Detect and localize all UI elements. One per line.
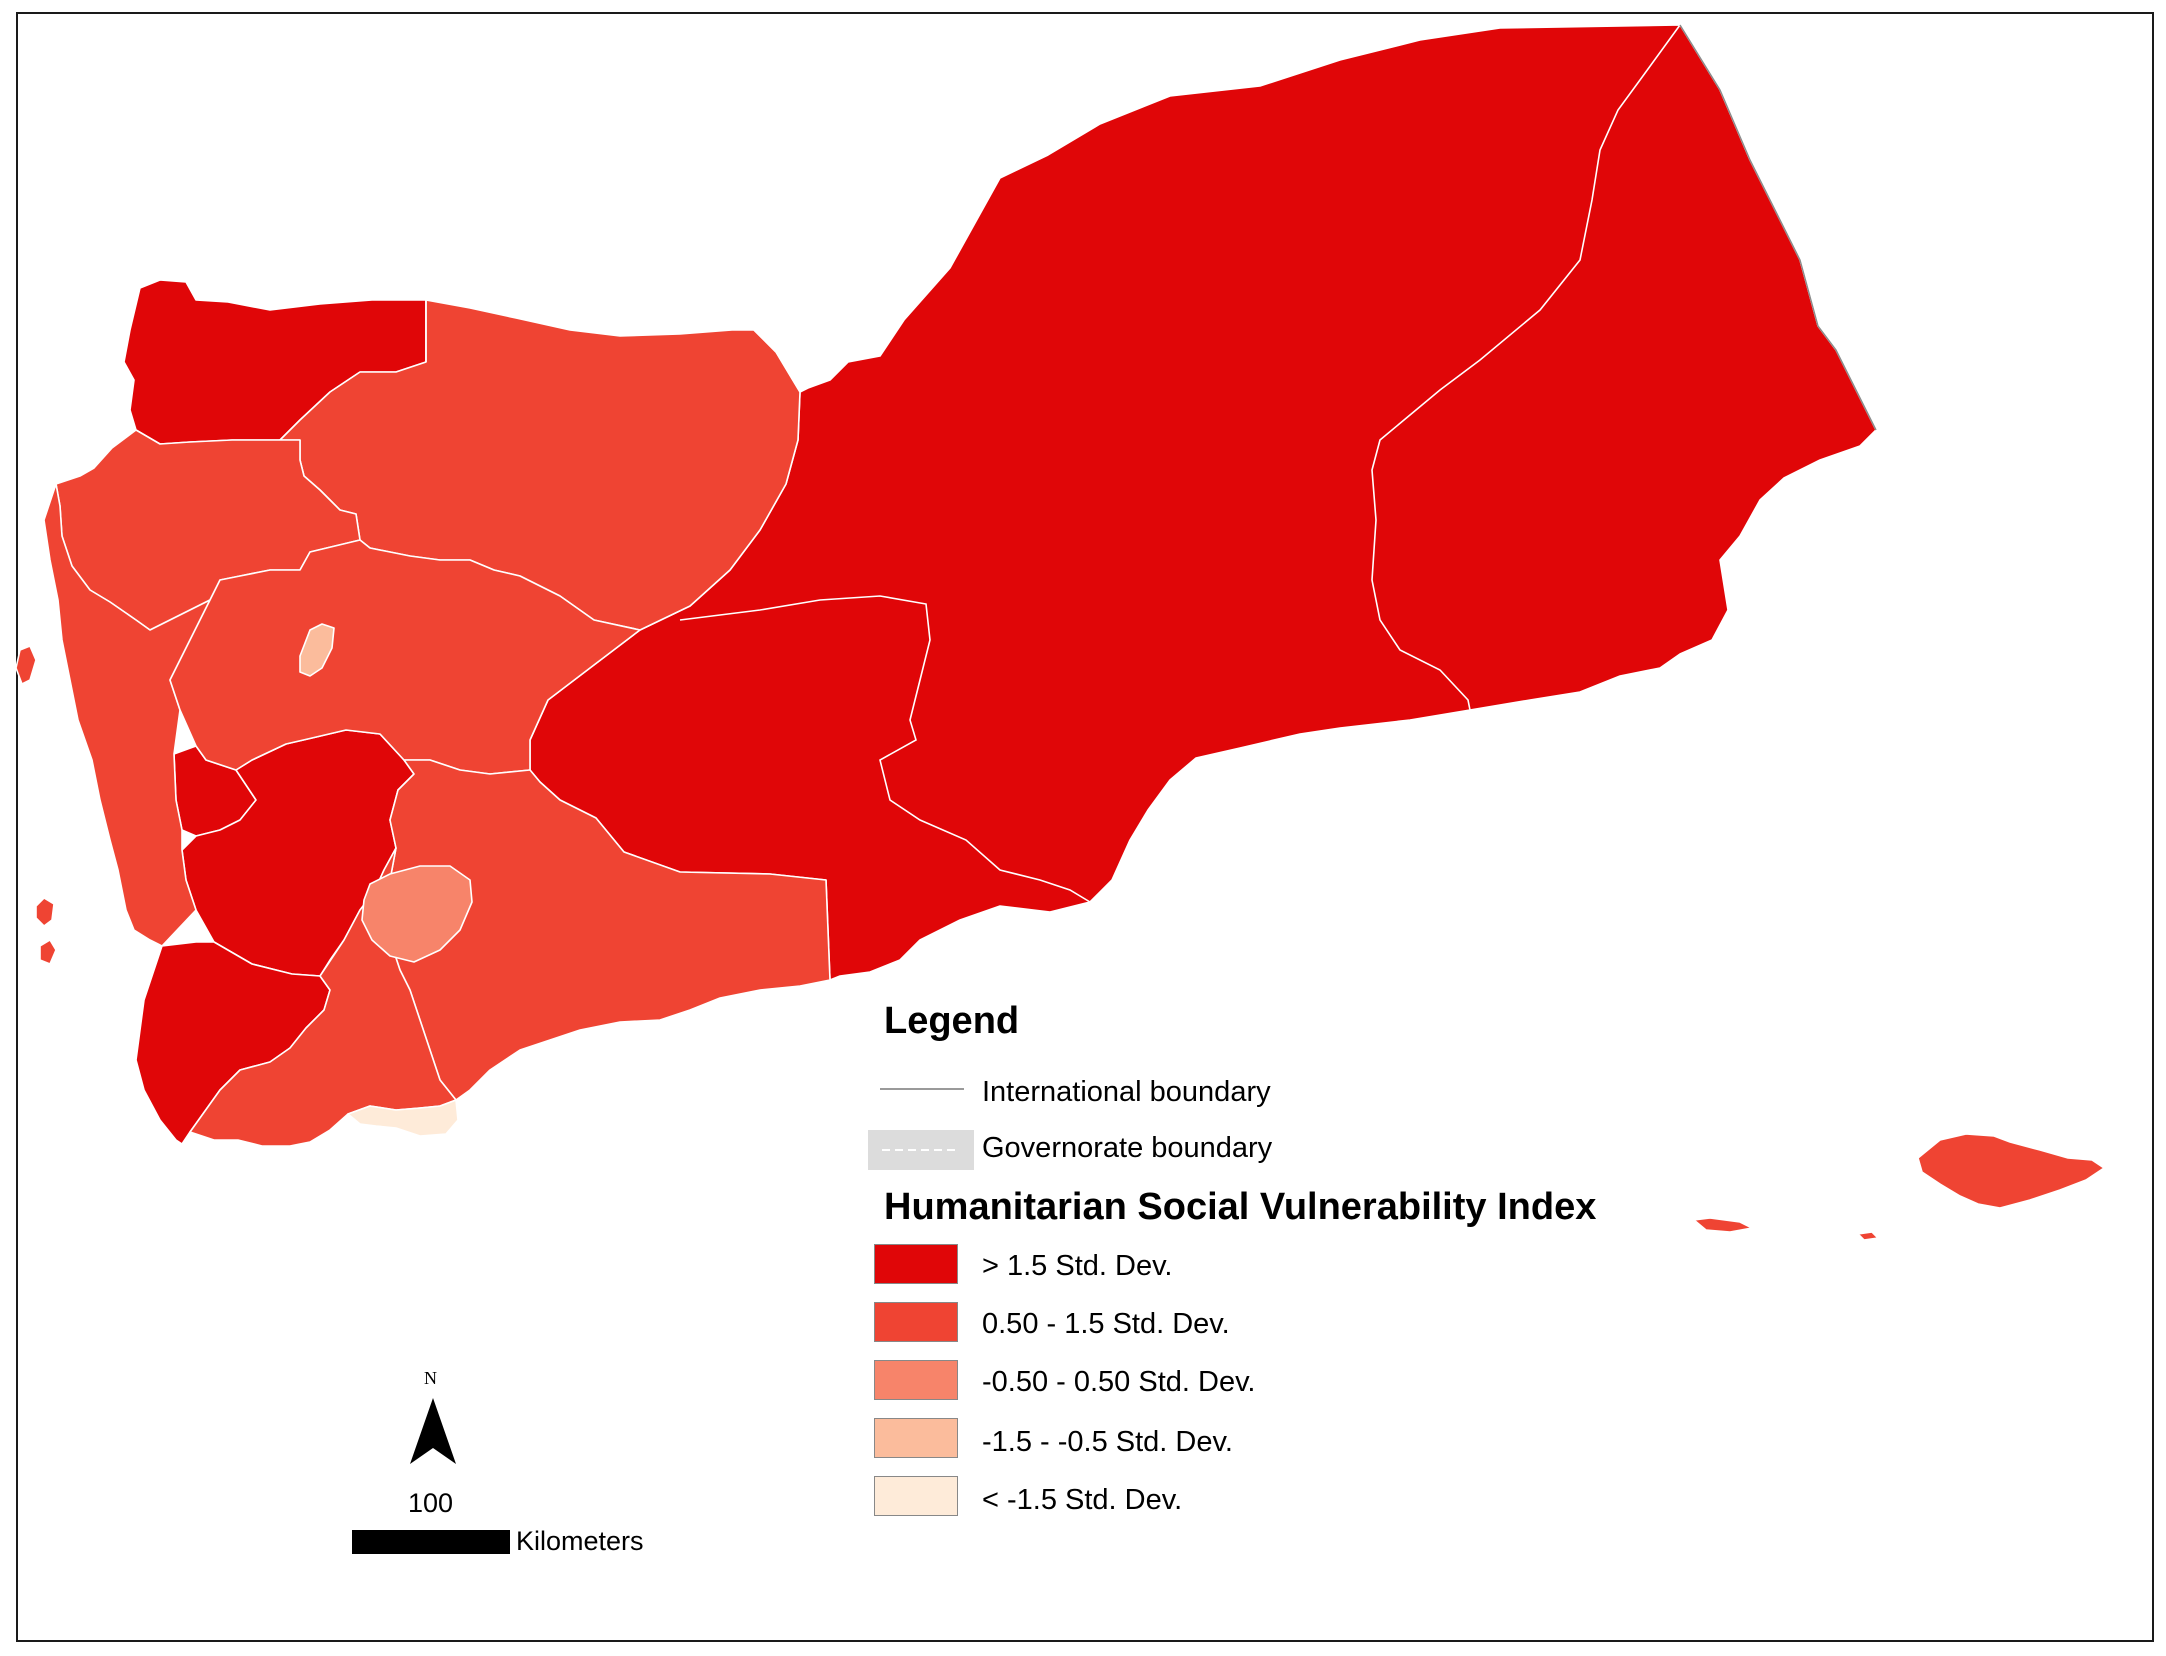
island-farasan <box>15 645 37 685</box>
north-label: N <box>424 1368 437 1388</box>
class-swatch-4 <box>874 1418 958 1458</box>
class-label-5: < -1.5 Std. Dev. <box>982 1484 1183 1516</box>
class-swatch-3 <box>874 1360 958 1400</box>
class-label-1: > 1.5 Std. Dev. <box>982 1250 1173 1282</box>
region-sanaa <box>169 539 641 775</box>
map-frame <box>16 12 2154 1642</box>
index-title: Humanitarian Social Vulnerability Index <box>884 1186 1597 1228</box>
scale-value: 100 <box>408 1488 454 1518</box>
region-aden <box>347 1099 459 1137</box>
scale-unit: Kilometers <box>516 1526 644 1556</box>
governorate-boundary-label: Governorate boundary <box>982 1132 1273 1164</box>
class-swatch-1 <box>874 1244 958 1284</box>
legend-title: Legend <box>884 1000 1020 1042</box>
international-boundary-swatch <box>880 1088 964 1090</box>
class-label-4: -1.5 - -0.5 Std. Dev. <box>982 1426 1233 1458</box>
region-sanaa-city <box>299 623 335 677</box>
region-aldhale <box>361 865 473 963</box>
island-abd-al-kuri <box>1693 1217 1753 1233</box>
region-hodeidah <box>43 483 211 947</box>
international-boundary-line <box>1679 24 1877 431</box>
region-socotra <box>1917 1133 2105 1209</box>
class-label-2: 0.50 - 1.5 Std. Dev. <box>982 1308 1230 1340</box>
island-zuqar <box>39 939 57 965</box>
island-kamaran <box>35 897 55 927</box>
international-boundary-label: International boundary <box>982 1076 1271 1108</box>
class-swatch-5 <box>874 1476 958 1516</box>
scale-bar <box>352 1530 510 1554</box>
class-swatch-2 <box>874 1302 958 1342</box>
governorate-boundaries <box>425 24 1681 903</box>
governorate-boundary-swatch <box>868 1130 974 1170</box>
north-arrow-icon <box>410 1398 456 1464</box>
class-label-3: -0.50 - 0.50 Std. Dev. <box>982 1366 1256 1398</box>
island-samhah <box>1857 1231 1879 1241</box>
